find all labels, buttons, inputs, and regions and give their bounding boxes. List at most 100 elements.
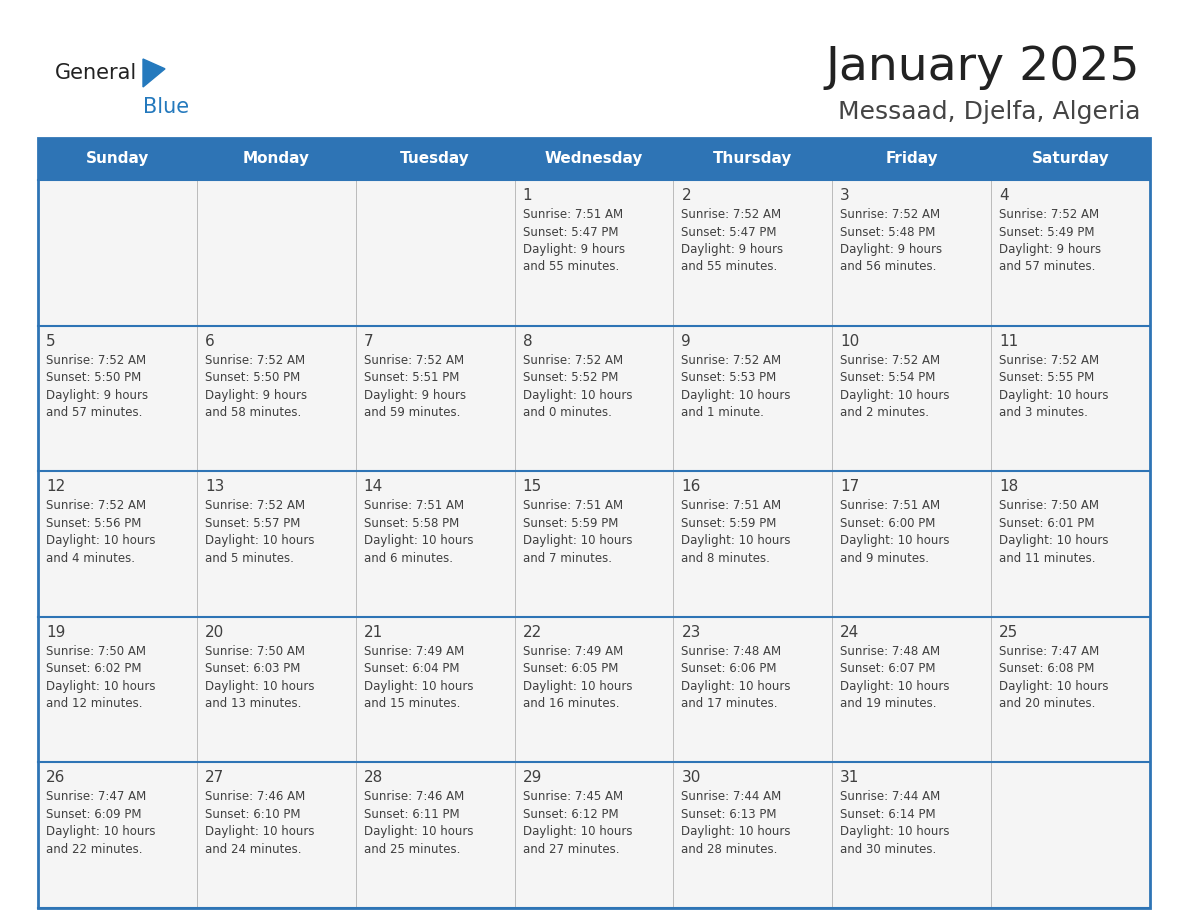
Text: 24: 24 xyxy=(840,625,860,640)
Text: Sunrise: 7:52 AM: Sunrise: 7:52 AM xyxy=(999,353,1099,366)
Text: Sunrise: 7:52 AM: Sunrise: 7:52 AM xyxy=(364,353,463,366)
Text: Sunrise: 7:51 AM: Sunrise: 7:51 AM xyxy=(840,499,941,512)
Text: Daylight: 10 hours: Daylight: 10 hours xyxy=(999,388,1108,401)
Text: Sunrise: 7:51 AM: Sunrise: 7:51 AM xyxy=(682,499,782,512)
Text: and 56 minutes.: and 56 minutes. xyxy=(840,261,936,274)
Text: Sunrise: 7:46 AM: Sunrise: 7:46 AM xyxy=(204,790,305,803)
Bar xyxy=(991,326,1150,471)
Text: 27: 27 xyxy=(204,770,225,786)
Bar xyxy=(514,471,674,617)
Text: Sunset: 5:58 PM: Sunset: 5:58 PM xyxy=(364,517,459,530)
Text: Sunrise: 7:52 AM: Sunrise: 7:52 AM xyxy=(46,353,146,366)
Bar xyxy=(674,180,833,326)
Text: Sunrise: 7:52 AM: Sunrise: 7:52 AM xyxy=(840,353,941,366)
Text: Sunset: 5:48 PM: Sunset: 5:48 PM xyxy=(840,226,936,239)
Text: Sunrise: 7:44 AM: Sunrise: 7:44 AM xyxy=(682,790,782,803)
Text: and 28 minutes.: and 28 minutes. xyxy=(682,843,778,856)
Text: and 57 minutes.: and 57 minutes. xyxy=(46,406,143,420)
Text: and 55 minutes.: and 55 minutes. xyxy=(682,261,778,274)
Text: Daylight: 10 hours: Daylight: 10 hours xyxy=(364,534,473,547)
Text: Daylight: 10 hours: Daylight: 10 hours xyxy=(523,534,632,547)
Text: Sunrise: 7:52 AM: Sunrise: 7:52 AM xyxy=(682,208,782,221)
Text: and 2 minutes.: and 2 minutes. xyxy=(840,406,929,420)
Bar xyxy=(674,471,833,617)
Text: Daylight: 10 hours: Daylight: 10 hours xyxy=(682,825,791,838)
Bar xyxy=(197,326,355,471)
Bar xyxy=(833,617,991,763)
Text: Sunset: 6:00 PM: Sunset: 6:00 PM xyxy=(840,517,936,530)
Text: Sunset: 6:01 PM: Sunset: 6:01 PM xyxy=(999,517,1094,530)
Text: Sunset: 6:02 PM: Sunset: 6:02 PM xyxy=(46,662,141,676)
Bar xyxy=(38,326,197,471)
Text: 31: 31 xyxy=(840,770,860,786)
Text: Sunset: 5:54 PM: Sunset: 5:54 PM xyxy=(840,371,936,384)
Text: Sunrise: 7:48 AM: Sunrise: 7:48 AM xyxy=(682,644,782,658)
Text: 30: 30 xyxy=(682,770,701,786)
Text: 5: 5 xyxy=(46,333,56,349)
Bar xyxy=(355,763,514,908)
Text: Sunrise: 7:45 AM: Sunrise: 7:45 AM xyxy=(523,790,623,803)
Text: 18: 18 xyxy=(999,479,1018,494)
Text: Sunset: 5:51 PM: Sunset: 5:51 PM xyxy=(364,371,459,384)
Bar xyxy=(197,180,355,326)
Text: Daylight: 9 hours: Daylight: 9 hours xyxy=(840,243,942,256)
Text: Daylight: 10 hours: Daylight: 10 hours xyxy=(682,534,791,547)
Text: Thursday: Thursday xyxy=(713,151,792,166)
Text: 8: 8 xyxy=(523,333,532,349)
Text: Sunset: 6:07 PM: Sunset: 6:07 PM xyxy=(840,662,936,676)
Text: Daylight: 9 hours: Daylight: 9 hours xyxy=(682,243,784,256)
Text: 29: 29 xyxy=(523,770,542,786)
Text: 15: 15 xyxy=(523,479,542,494)
Text: General: General xyxy=(55,63,138,83)
Text: Sunset: 6:03 PM: Sunset: 6:03 PM xyxy=(204,662,301,676)
Text: Daylight: 9 hours: Daylight: 9 hours xyxy=(364,388,466,401)
Text: Sunset: 5:53 PM: Sunset: 5:53 PM xyxy=(682,371,777,384)
Text: Sunrise: 7:52 AM: Sunrise: 7:52 AM xyxy=(204,499,305,512)
Text: and 58 minutes.: and 58 minutes. xyxy=(204,406,301,420)
Text: 28: 28 xyxy=(364,770,383,786)
Text: Sunset: 5:47 PM: Sunset: 5:47 PM xyxy=(523,226,618,239)
Bar xyxy=(355,617,514,763)
Text: 21: 21 xyxy=(364,625,383,640)
Bar xyxy=(355,180,514,326)
Text: and 17 minutes.: and 17 minutes. xyxy=(682,698,778,711)
Bar xyxy=(38,180,197,326)
Bar xyxy=(833,471,991,617)
Text: January 2025: January 2025 xyxy=(826,46,1140,91)
Text: and 5 minutes.: and 5 minutes. xyxy=(204,552,293,565)
Text: Sunrise: 7:52 AM: Sunrise: 7:52 AM xyxy=(523,353,623,366)
Text: Daylight: 10 hours: Daylight: 10 hours xyxy=(204,825,315,838)
Bar xyxy=(991,471,1150,617)
Bar xyxy=(991,763,1150,908)
Text: 6: 6 xyxy=(204,333,215,349)
Text: 19: 19 xyxy=(46,625,65,640)
Text: and 12 minutes.: and 12 minutes. xyxy=(46,698,143,711)
Text: Daylight: 9 hours: Daylight: 9 hours xyxy=(523,243,625,256)
Bar xyxy=(514,180,674,326)
Text: Messaad, Djelfa, Algeria: Messaad, Djelfa, Algeria xyxy=(838,100,1140,124)
Text: Sunset: 5:57 PM: Sunset: 5:57 PM xyxy=(204,517,301,530)
Text: and 57 minutes.: and 57 minutes. xyxy=(999,261,1095,274)
Text: Sunrise: 7:49 AM: Sunrise: 7:49 AM xyxy=(364,644,465,658)
Text: Blue: Blue xyxy=(143,97,189,117)
Text: Sunset: 6:14 PM: Sunset: 6:14 PM xyxy=(840,808,936,821)
Text: 7: 7 xyxy=(364,333,373,349)
Text: and 15 minutes.: and 15 minutes. xyxy=(364,698,460,711)
Text: Daylight: 10 hours: Daylight: 10 hours xyxy=(523,680,632,693)
Text: Sunset: 5:52 PM: Sunset: 5:52 PM xyxy=(523,371,618,384)
Text: 17: 17 xyxy=(840,479,860,494)
Text: Daylight: 10 hours: Daylight: 10 hours xyxy=(682,388,791,401)
Text: Sunrise: 7:47 AM: Sunrise: 7:47 AM xyxy=(46,790,146,803)
Bar xyxy=(197,617,355,763)
Text: Daylight: 10 hours: Daylight: 10 hours xyxy=(840,825,949,838)
Text: Sunset: 5:47 PM: Sunset: 5:47 PM xyxy=(682,226,777,239)
Text: and 13 minutes.: and 13 minutes. xyxy=(204,698,302,711)
Bar xyxy=(355,326,514,471)
Text: Daylight: 9 hours: Daylight: 9 hours xyxy=(999,243,1101,256)
Bar xyxy=(355,471,514,617)
Text: Sunset: 6:12 PM: Sunset: 6:12 PM xyxy=(523,808,618,821)
Text: Wednesday: Wednesday xyxy=(545,151,643,166)
Text: and 3 minutes.: and 3 minutes. xyxy=(999,406,1088,420)
Text: Sunrise: 7:52 AM: Sunrise: 7:52 AM xyxy=(999,208,1099,221)
Text: and 30 minutes.: and 30 minutes. xyxy=(840,843,936,856)
